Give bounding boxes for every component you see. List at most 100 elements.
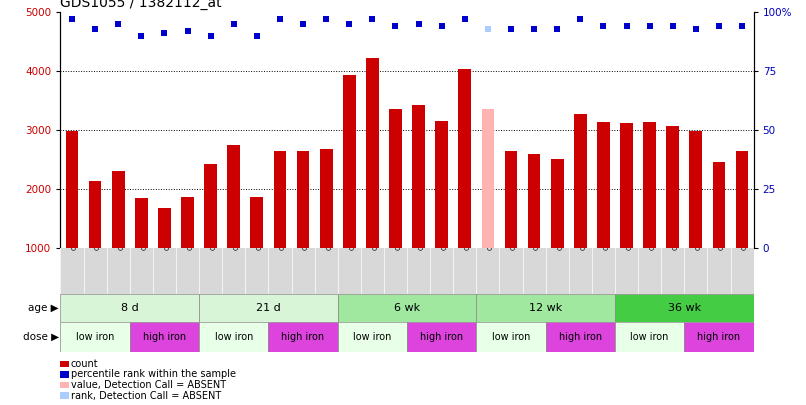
- Bar: [459, 69, 472, 248]
- Bar: [65, 131, 78, 248]
- Bar: [620, 123, 633, 248]
- Bar: [481, 109, 494, 248]
- Point: [65, 16, 78, 22]
- Text: GSM33573: GSM33573: [326, 212, 332, 250]
- Text: GSM33569: GSM33569: [372, 212, 378, 250]
- Point: [481, 26, 494, 32]
- Text: 6 wk: 6 wk: [394, 303, 420, 313]
- Point: [273, 16, 286, 22]
- Text: high iron: high iron: [281, 332, 325, 342]
- Text: 8 d: 8 d: [121, 303, 139, 313]
- Point: [574, 16, 587, 22]
- Point: [89, 26, 102, 32]
- Bar: [338, 294, 476, 322]
- Bar: [60, 322, 130, 352]
- Text: GSM33551: GSM33551: [696, 212, 702, 250]
- Text: GSM33571: GSM33571: [280, 212, 286, 250]
- Text: rank, Detection Call = ABSENT: rank, Detection Call = ABSENT: [71, 391, 221, 401]
- Text: GSM33557: GSM33557: [673, 212, 679, 250]
- Bar: [204, 164, 217, 248]
- Text: 12 wk: 12 wk: [529, 303, 563, 313]
- Bar: [199, 322, 268, 352]
- Bar: [736, 151, 749, 248]
- Text: low iron: low iron: [214, 332, 253, 342]
- Bar: [366, 58, 379, 248]
- Text: GSM33560: GSM33560: [580, 212, 586, 250]
- Bar: [227, 145, 240, 248]
- Point: [389, 23, 402, 30]
- Bar: [476, 322, 546, 352]
- Text: 21 d: 21 d: [256, 303, 280, 313]
- Text: percentile rank within the sample: percentile rank within the sample: [71, 369, 236, 379]
- Text: GSM33568: GSM33568: [349, 212, 355, 250]
- Text: GSM33582: GSM33582: [118, 212, 124, 250]
- Bar: [505, 151, 517, 248]
- Text: GSM33580: GSM33580: [72, 212, 78, 250]
- Point: [689, 26, 702, 32]
- Text: low iron: low iron: [630, 332, 669, 342]
- Bar: [181, 197, 194, 248]
- Point: [667, 23, 679, 30]
- Point: [713, 23, 725, 30]
- Text: GSM33563: GSM33563: [511, 212, 517, 250]
- Bar: [684, 322, 754, 352]
- Point: [343, 21, 355, 27]
- Point: [459, 16, 472, 22]
- Text: GSM33578: GSM33578: [164, 212, 170, 250]
- Point: [158, 30, 171, 36]
- Bar: [112, 171, 125, 248]
- Text: high iron: high iron: [559, 332, 602, 342]
- Text: GDS1055 / 1382112_at: GDS1055 / 1382112_at: [60, 0, 222, 10]
- Bar: [435, 121, 448, 248]
- Text: GSM33572: GSM33572: [303, 212, 309, 250]
- Bar: [251, 197, 264, 248]
- Text: GSM33574: GSM33574: [210, 212, 217, 250]
- Point: [135, 32, 147, 39]
- Point: [412, 21, 425, 27]
- Text: GSM33575: GSM33575: [234, 212, 239, 250]
- Point: [505, 26, 517, 32]
- Point: [297, 21, 310, 27]
- Text: 36 wk: 36 wk: [667, 303, 701, 313]
- Bar: [60, 294, 199, 322]
- Text: value, Detection Call = ABSENT: value, Detection Call = ABSENT: [71, 380, 226, 390]
- Point: [366, 16, 379, 22]
- Text: dose ▶: dose ▶: [23, 332, 59, 342]
- Text: GSM33553: GSM33553: [742, 212, 748, 250]
- Text: high iron: high iron: [697, 332, 741, 342]
- Point: [112, 21, 125, 27]
- Text: GSM33556: GSM33556: [650, 212, 655, 250]
- Bar: [320, 149, 333, 248]
- Text: GSM33577: GSM33577: [141, 212, 147, 250]
- Bar: [89, 181, 102, 248]
- Text: GSM33570: GSM33570: [396, 212, 401, 250]
- Point: [181, 28, 194, 34]
- Text: low iron: low iron: [353, 332, 392, 342]
- Bar: [528, 153, 541, 248]
- Text: GSM33561: GSM33561: [604, 212, 609, 250]
- Bar: [667, 126, 679, 248]
- Point: [320, 16, 333, 22]
- Bar: [597, 122, 610, 248]
- Bar: [407, 322, 476, 352]
- Point: [204, 32, 217, 39]
- Text: GSM33565: GSM33565: [418, 212, 425, 250]
- Text: GSM33562: GSM33562: [488, 212, 494, 250]
- Bar: [297, 151, 310, 248]
- Bar: [689, 131, 702, 248]
- Text: GSM33581: GSM33581: [95, 212, 101, 250]
- Bar: [268, 322, 338, 352]
- Text: GSM33566: GSM33566: [442, 212, 447, 250]
- Point: [736, 23, 749, 30]
- Text: GSM33567: GSM33567: [465, 212, 471, 250]
- Text: GSM33555: GSM33555: [626, 212, 633, 250]
- Point: [435, 23, 448, 30]
- Bar: [273, 151, 286, 248]
- Bar: [574, 114, 587, 248]
- Point: [620, 23, 633, 30]
- Text: GSM33552: GSM33552: [719, 212, 725, 250]
- Bar: [389, 109, 402, 248]
- Bar: [135, 198, 147, 248]
- Point: [550, 26, 563, 32]
- Text: GSM33579: GSM33579: [188, 212, 193, 250]
